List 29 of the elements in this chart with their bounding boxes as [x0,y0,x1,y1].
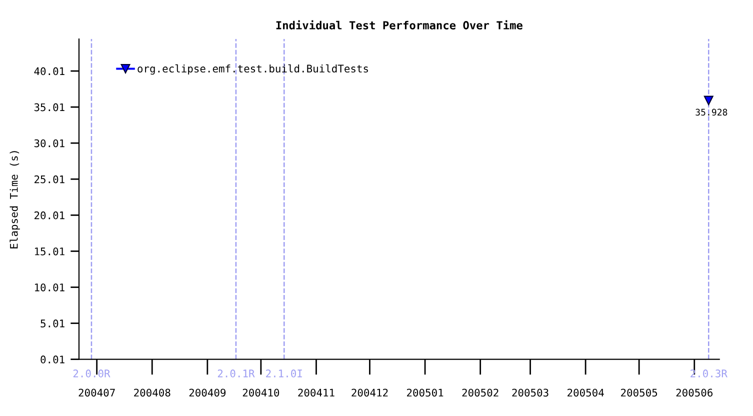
x-tick-label: 200410 [242,388,280,397]
ref-line-label: 2.0.3R [690,370,728,378]
ref-line-label: 2.0.1R [218,370,255,378]
x-tick-label: 200411 [298,388,334,397]
ref-line-label: 2.0.0R [73,370,110,378]
x-tick-label: 200502 [462,388,498,397]
x-tick-label: 200506 [676,388,713,397]
x-tick-label: 200412 [352,388,388,397]
ref-line-label: 2.1.0I [266,370,302,378]
y-tick-label: 30.01 [34,139,64,148]
y-tick-label: 40.01 [34,67,64,76]
x-tick-label: 200408 [134,388,170,397]
y-tick-label: 25.01 [34,175,64,184]
chart-title: Individual Test Performance Over Time [276,20,522,30]
x-tick-label: 200505 [621,388,658,397]
x-tick-label: 200501 [406,388,444,397]
y-tick-label: 5.01 [40,320,64,328]
y-tick-label: 10.01 [34,283,64,292]
y-tick-label: 15.01 [34,247,64,256]
x-tick-label: 200504 [568,388,604,397]
y-axis-title: Elapsed Time (s) [10,151,20,248]
x-tick-label: 200407 [78,388,115,397]
data-label: 35.928 [696,108,728,116]
legend-label: org.eclipse.emf.test.build.BuildTests [138,64,368,75]
y-tick-label: 0.01 [40,356,64,364]
x-tick-label: 200503 [512,388,548,397]
x-tick-label: 200409 [189,388,226,397]
y-tick-label: 20.01 [34,211,64,220]
y-tick-label: 35.01 [34,103,64,112]
